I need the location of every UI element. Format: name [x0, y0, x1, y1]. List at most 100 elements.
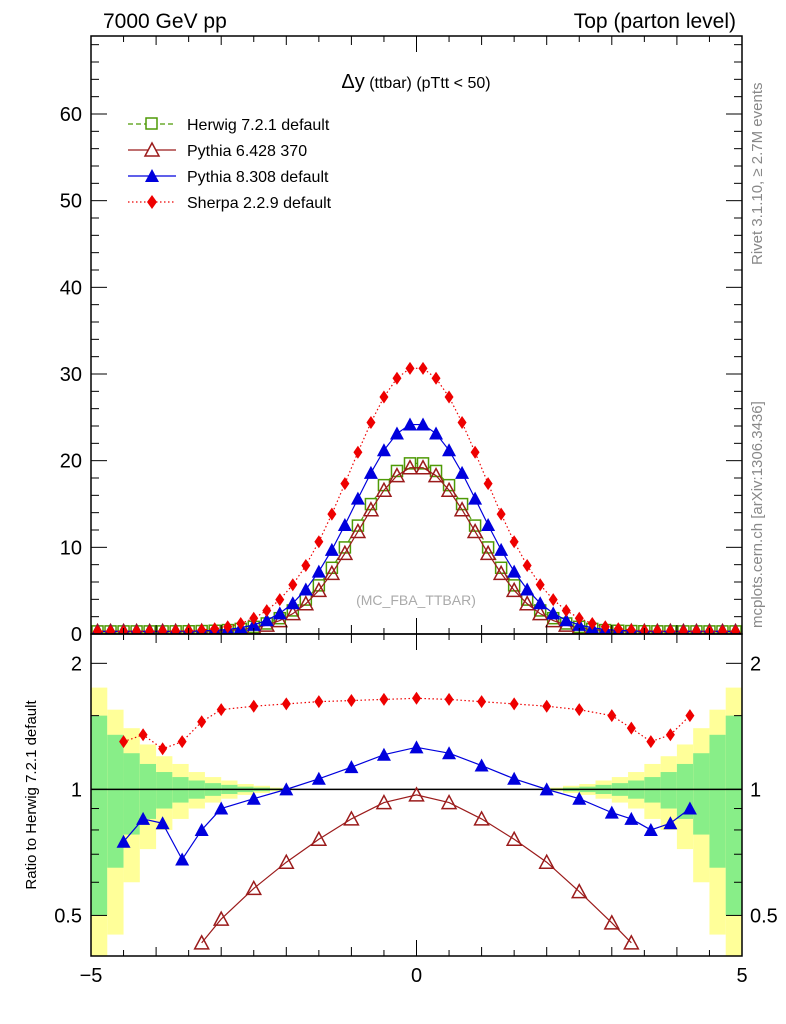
main-series-point: [548, 593, 558, 607]
ratio-series-point: [685, 709, 695, 723]
main-series-point: [505, 581, 523, 598]
main-series-point: [272, 606, 287, 620]
main-series-point: [561, 604, 571, 618]
ratio-series-point: [375, 793, 393, 810]
ratio-series-point: [376, 747, 391, 761]
main-series-point: [444, 390, 454, 404]
main-series-point: [520, 582, 535, 596]
x-tick-labels: −5 0 5: [80, 965, 748, 987]
ratio-series-point: [440, 793, 458, 810]
main-series-point: [275, 593, 285, 607]
main-series-point: [171, 624, 181, 634]
main-series-point: [366, 416, 376, 430]
x-tick-label: 5: [736, 965, 747, 987]
ratio-series-point: [408, 786, 425, 802]
ratio-series-point: [311, 771, 326, 785]
main-series-point: [210, 622, 220, 634]
main-series-point: [494, 542, 509, 556]
ratio-series-point: [539, 782, 554, 796]
main-series-point: [587, 616, 597, 630]
ratio-series-point: [278, 853, 295, 869]
main-series-point: [468, 491, 483, 505]
ratio-series-point: [505, 830, 523, 847]
main-series-point: [362, 501, 380, 517]
ratio-series-point: [646, 735, 656, 749]
main-y-tick-label: 0: [71, 624, 82, 646]
rivet-version-label: Rivet 3.1.10, ≥ 2.7M events: [749, 83, 766, 266]
main-series-point: [262, 604, 272, 618]
ratio-y-tick-label-right: 0.5: [750, 905, 778, 927]
main-series-point: [301, 558, 311, 572]
main-series-point: [665, 624, 675, 634]
main-series-point: [427, 467, 445, 483]
band-green: [660, 772, 677, 809]
ratio-series-point: [245, 879, 263, 896]
main-series-point: [337, 518, 352, 532]
main-series-point: [388, 467, 406, 483]
ratio-series-point: [343, 810, 360, 826]
analysis-watermark: (MC_FBA_TTBAR): [356, 592, 476, 608]
ratio-uncertainty-bands: [91, 687, 742, 956]
ratio-series-point: [412, 691, 421, 705]
x-tick-label: −5: [80, 965, 103, 987]
main-series-point: [574, 611, 584, 625]
main-series-point: [544, 611, 562, 628]
main-series-point: [431, 371, 441, 385]
ratio-series-point: [444, 692, 454, 706]
legend-entry-sherpa: Sherpa 2.2.9 default: [128, 195, 332, 212]
x-tick-label: 0: [411, 965, 422, 987]
band-green: [693, 753, 710, 835]
ratio-series-point: [442, 746, 457, 760]
main-series-point: [492, 564, 510, 581]
legend-label-sherpa: Sherpa 2.2.9 default: [187, 195, 332, 212]
ratio-y-tick-label-right: 2: [750, 653, 761, 675]
ratio-series-point: [570, 883, 588, 899]
main-series-point: [531, 605, 549, 621]
main-series-point: [379, 390, 389, 404]
main-series-point: [535, 578, 545, 592]
main-series-point: [324, 542, 339, 556]
legend-marker-pythia8: [145, 169, 159, 182]
main-series-point: [440, 481, 458, 498]
main-y-tick-label: 10: [60, 537, 82, 559]
main-series-0: [91, 457, 742, 634]
legend-entry-pythia6: Pythia 6.428 370: [128, 141, 307, 160]
band-green: [139, 763, 157, 819]
ratio-series-point: [249, 699, 259, 713]
legend-entry-pythia8: Pythia 8.308 default: [128, 169, 329, 186]
main-series-point: [223, 620, 233, 634]
main-series-point: [518, 595, 536, 611]
ratio-series-point: [379, 692, 389, 706]
ratio-series-point: [246, 791, 261, 805]
ratio-series-point: [138, 728, 148, 742]
main-plot-title: Δy (ttbar) (pTtt < 50): [341, 71, 490, 93]
ratio-series-point: [314, 695, 324, 709]
header-energy-label: 7000 GeV pp: [103, 10, 227, 33]
ratio-series-point: [473, 810, 490, 826]
main-series-point: [414, 459, 432, 475]
main-y-tick-label: 60: [60, 104, 82, 126]
ratio-series-point: [344, 760, 359, 774]
ratio-y-tick-label-left: 0.5: [54, 905, 82, 927]
band-green: [123, 753, 140, 835]
main-series-point: [533, 596, 548, 610]
main-series-point: [375, 481, 393, 498]
main-series-point: [457, 416, 467, 430]
main-series-point: [429, 426, 444, 440]
ratio-series-point: [197, 715, 207, 729]
main-series-point: [236, 616, 246, 630]
main-series-point: [546, 606, 561, 620]
ratio-y-tick-label-left: 2: [71, 653, 82, 675]
main-series-point: [363, 465, 378, 479]
main-series-point: [311, 564, 326, 578]
main-y-tick-label: 30: [60, 364, 82, 386]
ratio-series-point: [216, 703, 226, 717]
ratio-y-tick-label-left: 1: [71, 779, 82, 801]
main-series-point: [314, 535, 324, 549]
main-series-point: [678, 624, 688, 634]
legend-label-pythia8: Pythia 8.308 default: [187, 169, 329, 186]
main-series-point: [376, 443, 391, 457]
ratio-series-point: [665, 728, 675, 742]
band-green: [91, 715, 108, 916]
main-series-point: [626, 623, 636, 634]
